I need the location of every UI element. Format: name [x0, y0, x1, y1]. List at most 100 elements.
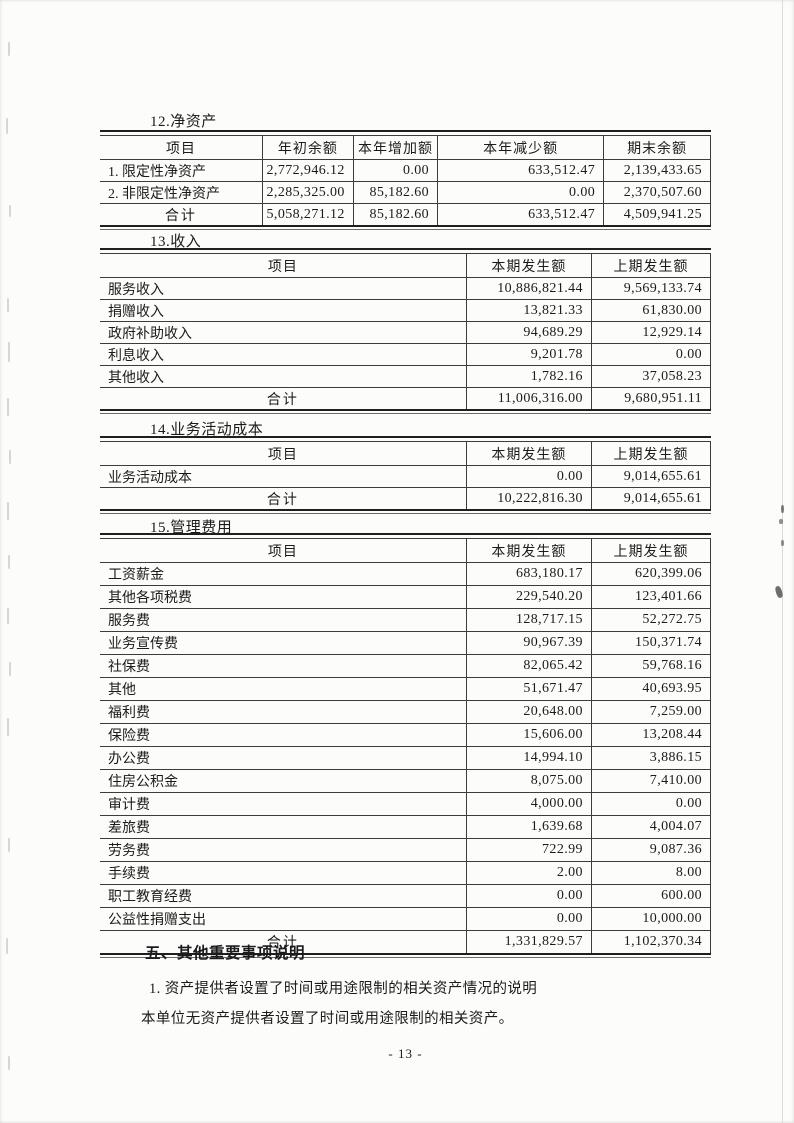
amount-cell: 14,994.10 — [466, 746, 592, 770]
activity-cost-table-wrap: 项目 本期发生额 上期发生额 业务活动成本 0.00 9,014,655.61 合计 10,2… — [100, 436, 712, 514]
scan-mark — [8, 342, 10, 362]
scan-mark — [7, 608, 9, 624]
amount-cell: 0.00 — [466, 907, 592, 931]
column-header: 项目 — [100, 253, 467, 278]
table-row: 捐赠收入 13,821.33 61,830.00 — [100, 299, 712, 322]
row-label: 其他 — [100, 677, 467, 701]
row-label: 办公费 — [100, 746, 467, 770]
amount-cell: 0.00 — [591, 792, 712, 816]
row-label: 审计费 — [100, 792, 467, 816]
amount-cell: 13,821.33 — [466, 299, 592, 322]
row-label: 保险费 — [100, 723, 467, 747]
row-label: 手续费 — [100, 861, 467, 885]
amount-cell: 94,689.29 — [466, 321, 592, 344]
scan-mark — [9, 662, 11, 676]
table-row: 劳务费 722.99 9,087.36 — [100, 838, 712, 862]
table-header-row: 项目 年初余额 本年增加额 本年减少额 期末余额 — [100, 135, 711, 160]
amount-cell: 1,782.16 — [466, 365, 592, 388]
scan-mark — [6, 118, 8, 134]
amount-cell: 128,717.15 — [466, 608, 592, 632]
amount-cell: 7,259.00 — [591, 700, 712, 724]
column-header: 年初余额 — [262, 135, 354, 160]
scan-mark — [6, 938, 8, 954]
row-label: 差旅费 — [100, 815, 467, 839]
amount-cell: 4,000.00 — [466, 792, 592, 816]
amount-cell: 123,401.66 — [591, 585, 712, 609]
amount-cell: 2,370,507.60 — [603, 181, 711, 204]
amount-cell: 90,967.39 — [466, 631, 592, 655]
table-row: 1. 限定性净资产 2,772,946.12 0.00 633,512.47 2,139… — [100, 159, 711, 182]
scan-crease-line — [782, 0, 783, 1123]
amount-cell: 0.00 — [437, 181, 605, 204]
amount-cell: 683,180.17 — [466, 562, 592, 586]
amount-cell: 85,182.60 — [353, 181, 439, 204]
column-header: 上期发生额 — [591, 253, 712, 278]
table-row: 业务宣传费 90,967.39 150,371.74 — [100, 631, 712, 655]
amount-cell: 5,058,271.12 — [262, 203, 354, 227]
table-row: 服务收入 10,886,821.44 9,569,133.74 — [100, 277, 712, 300]
table-row: 利息收入 9,201.78 0.00 — [100, 343, 712, 366]
section-title-income: 13.收入 — [150, 234, 202, 250]
scan-mark — [7, 298, 9, 312]
amount-cell: 7,410.00 — [591, 769, 712, 793]
income-table: 项目 本期发生额 上期发生额 服务收入 10,886,821.44 9,569,133.7… — [100, 253, 712, 411]
row-label: 合计 — [100, 930, 467, 955]
amount-cell: 9,680,951.11 — [591, 387, 712, 411]
scan-mark — [9, 450, 11, 464]
column-header: 上期发生额 — [591, 441, 712, 466]
table-row: 职工教育经费 0.00 600.00 — [100, 884, 712, 908]
notes-paragraph: 1. 资产提供者设置了时间或用途限制的相关资产情况的说明 — [149, 981, 538, 997]
net-assets-table-wrap: 项目 年初余额 本年增加额 本年减少额 期末余额 1. 限定性净资产 2,772,946.1… — [100, 130, 711, 230]
notes-heading: 五、其他重要事项说明 — [145, 945, 306, 962]
table-row: 其他 51,671.47 40,693.95 — [100, 677, 712, 701]
amount-cell: 15,606.00 — [466, 723, 592, 747]
notes-paragraph: 本单位无资产提供者设置了时间或用途限制的相关资产。 — [141, 1011, 514, 1027]
row-label: 业务宣传费 — [100, 631, 467, 655]
management-expense-table-wrap: 项目 本期发生额 上期发生额 工资薪金 683,180.17 620,399.06 其他各项… — [100, 533, 712, 958]
column-header: 项目 — [100, 538, 467, 563]
row-label: 公益性捐赠支出 — [100, 907, 467, 931]
row-label: 合计 — [100, 487, 467, 511]
row-label: 1. 限定性净资产 — [100, 159, 263, 182]
column-header: 期末余额 — [603, 135, 711, 160]
row-label: 职工教育经费 — [100, 884, 467, 908]
table-row: 合计 11,006,316.00 9,680,951.11 — [100, 387, 712, 411]
amount-cell: 10,000.00 — [591, 907, 712, 931]
amount-cell: 1,331,829.57 — [466, 930, 592, 955]
table-header-row: 项目 本期发生额 上期发生额 — [100, 538, 712, 563]
amount-cell: 40,693.95 — [591, 677, 712, 701]
amount-cell: 633,512.47 — [437, 159, 605, 182]
amount-cell: 61,830.00 — [591, 299, 712, 322]
table-row: 业务活动成本 0.00 9,014,655.61 — [100, 465, 712, 488]
scan-mark — [8, 838, 10, 852]
table-row: 办公费 14,994.10 3,886.15 — [100, 746, 712, 770]
row-label: 业务活动成本 — [100, 465, 467, 488]
row-label: 其他各项税费 — [100, 585, 467, 609]
amount-cell: 52,272.75 — [591, 608, 712, 632]
amount-cell: 4,509,941.25 — [603, 203, 711, 227]
scan-mark — [8, 555, 10, 569]
table-row: 2. 非限定性净资产 2,285,325.00 85,182.60 0.00 2,370… — [100, 181, 711, 204]
table-row: 社保费 82,065.42 59,768.16 — [100, 654, 712, 678]
amount-cell: 9,201.78 — [466, 343, 592, 366]
row-label: 捐赠收入 — [100, 299, 467, 322]
row-label: 社保费 — [100, 654, 467, 678]
amount-cell: 82,065.42 — [466, 654, 592, 678]
scan-mark — [8, 42, 10, 56]
amount-cell: 3,886.15 — [591, 746, 712, 770]
page-number: - 13 - — [388, 1046, 423, 1061]
amount-cell: 1,639.68 — [466, 815, 592, 839]
row-label: 合计 — [100, 387, 467, 411]
table-row: 住房公积金 8,075.00 7,410.00 — [100, 769, 712, 793]
amount-cell: 0.00 — [466, 884, 592, 908]
amount-cell: 722.99 — [466, 838, 592, 862]
column-header: 上期发生额 — [591, 538, 712, 563]
amount-cell: 9,087.36 — [591, 838, 712, 862]
row-label: 2. 非限定性净资产 — [100, 181, 263, 204]
amount-cell: 12,929.14 — [591, 321, 712, 344]
table-row: 服务费 128,717.15 52,272.75 — [100, 608, 712, 632]
scan-mark — [7, 718, 9, 736]
column-header: 本期发生额 — [466, 253, 592, 278]
row-label: 政府补助收入 — [100, 321, 467, 344]
income-table-wrap: 项目 本期发生额 上期发生额 服务收入 10,886,821.44 9,569,133.7… — [100, 248, 712, 414]
